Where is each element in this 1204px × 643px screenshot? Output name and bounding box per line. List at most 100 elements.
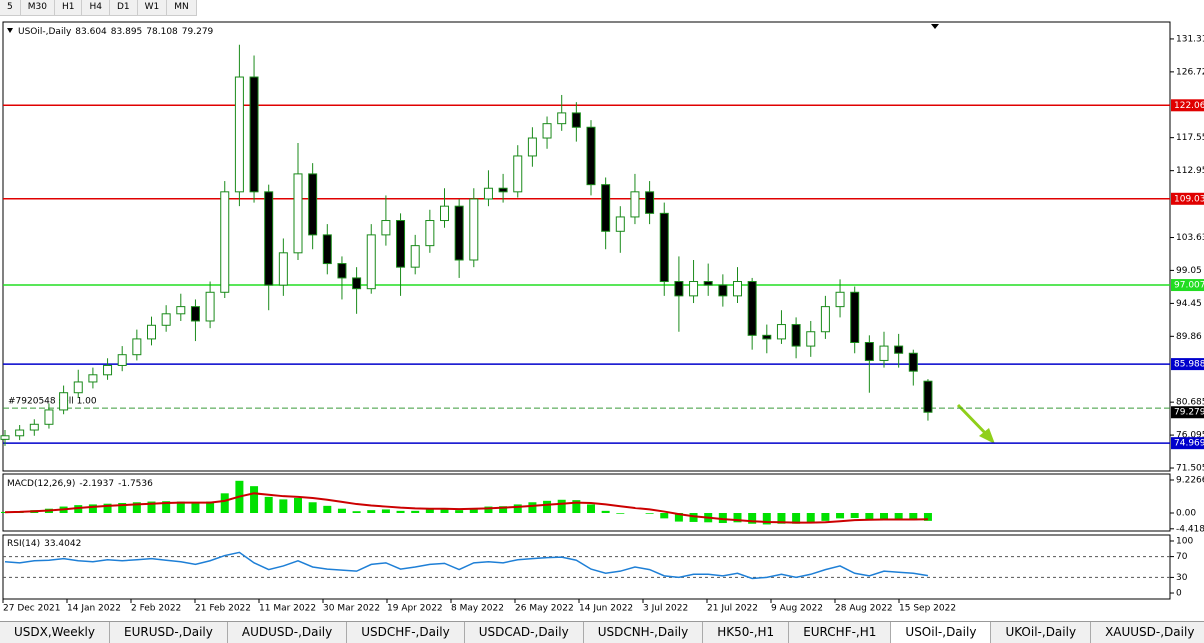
macd-bar (499, 506, 508, 514)
candle-body (396, 220, 406, 268)
chart-tab[interactable]: AUDUSD-,Daily (228, 622, 348, 643)
candle-body (454, 205, 464, 261)
header-value: 83.895 (111, 27, 143, 37)
chart-tab[interactable]: EURCHF-,H1 (789, 622, 892, 643)
macd-bar (455, 510, 464, 514)
candle-body (762, 334, 772, 340)
y-tick-label: 100 (1176, 536, 1193, 546)
timeframe-button[interactable]: MN (167, 0, 197, 15)
chart-tab[interactable]: XAUUSD-,Daily (1091, 622, 1204, 643)
chart-tab[interactable]: USOil-,Daily (891, 622, 992, 643)
y-tick-label: 117.55 (1176, 133, 1204, 143)
candle-body (103, 364, 113, 376)
rsi-panel (2, 534, 1171, 600)
level-label-bg (1171, 192, 1204, 205)
candle-body (44, 409, 54, 425)
y-tick-label: 71.505 (1176, 464, 1204, 474)
macd-bar (528, 502, 537, 514)
y-tick-label: 126.72 (1176, 67, 1204, 77)
candle-body (440, 205, 449, 222)
candle-body (630, 191, 640, 218)
level-label: 74.969 (1174, 439, 1204, 449)
candle-body (557, 112, 567, 125)
macd-bar (469, 507, 478, 514)
x-tick-label: 19 Apr 2022 (387, 604, 443, 614)
header-value: 78.108 (146, 27, 178, 37)
x-tick-label: 3 Jul 2022 (643, 604, 688, 614)
candle-body (190, 306, 200, 322)
macd-bar (821, 513, 830, 521)
candle-body (278, 252, 288, 286)
candle-body (498, 187, 508, 193)
y-tick-label: 80.685 (1176, 398, 1204, 408)
price-panel (2, 21, 1171, 472)
level-label-bg (1171, 279, 1204, 292)
candle-body (806, 331, 816, 347)
candle-body (527, 137, 537, 157)
candle-body (161, 313, 171, 326)
timeframe-button[interactable]: H1 (55, 0, 83, 15)
level-label: 109.03 (1174, 194, 1204, 204)
x-tick-label: 27 Dec 2021 (3, 604, 61, 614)
price-label-bg (1171, 406, 1204, 419)
chart-tab[interactable]: UKOil-,Daily (991, 622, 1092, 643)
header-value: 33.4042 (44, 539, 81, 549)
y-tick-label: 94.45 (1176, 299, 1202, 309)
candle-body (147, 324, 156, 340)
macd-bar (909, 513, 918, 521)
macd-bar (894, 513, 903, 520)
macd-bar (381, 509, 390, 514)
chart: 131.31 126.72 117.55 112.95 103.63 99.05 94.45… (0, 21, 1204, 614)
macd-bar (792, 513, 801, 524)
candle-body (513, 155, 523, 193)
candle-body (542, 123, 552, 139)
macd-bar (279, 499, 288, 514)
y-tick-label: 9.2266 (1176, 475, 1204, 485)
candle-body (381, 220, 391, 236)
chart-tab[interactable]: USDCNH-,Daily (584, 622, 704, 643)
candle-body (410, 245, 420, 268)
level-label: 85.988 (1174, 360, 1204, 370)
chart-tab[interactable]: HK50-,H1 (703, 622, 790, 643)
candle-body (132, 338, 142, 356)
chart-tab[interactable]: USDX,Weekly (0, 622, 110, 643)
timeframe-button[interactable]: W1 (138, 0, 168, 15)
candle-body (425, 220, 435, 247)
candle-body (29, 423, 39, 431)
candle-body (879, 345, 889, 361)
macd-bar (352, 511, 361, 514)
candle-body (264, 191, 274, 286)
timeframe-button[interactable]: 5 (0, 0, 21, 15)
macd-bar (689, 513, 698, 522)
timeframe-button[interactable]: D1 (110, 0, 138, 15)
candle-body (850, 291, 860, 343)
x-tick-label: 30 Mar 2022 (323, 604, 380, 614)
candle-body (59, 392, 69, 411)
macd-bar (836, 513, 845, 519)
level-label-bg (1171, 437, 1204, 450)
x-tick-label: 14 Jun 2022 (579, 604, 633, 614)
macd-bar (1, 511, 9, 514)
macd-bar (733, 513, 742, 523)
macd-bar (616, 513, 625, 514)
macd-bar (337, 508, 346, 514)
timeframe-button[interactable]: H4 (82, 0, 110, 15)
forecast-arrow (956, 403, 995, 444)
header-value: -1.7536 (118, 479, 153, 489)
candle-body (176, 306, 186, 315)
timeframe-button[interactable]: M30 (21, 0, 55, 15)
x-tick-label: 15 Sep 2022 (899, 604, 956, 614)
chart-tab[interactable]: USDCHF-,Daily (347, 622, 465, 643)
candle-body (234, 76, 244, 193)
chart-tab[interactable]: EURUSD-,Daily (110, 622, 228, 643)
candle-body (337, 263, 347, 279)
panel-title: RSI(14) (7, 539, 40, 549)
chart-tab[interactable]: USDCAD-,Daily (465, 622, 584, 643)
macd-bar (396, 510, 405, 514)
y-tick-label: 76.095 (1176, 431, 1204, 441)
level-label: 97.007 (1174, 281, 1204, 291)
candle-body (483, 187, 493, 200)
macd-bar (543, 500, 552, 514)
macd-bar (162, 501, 171, 514)
